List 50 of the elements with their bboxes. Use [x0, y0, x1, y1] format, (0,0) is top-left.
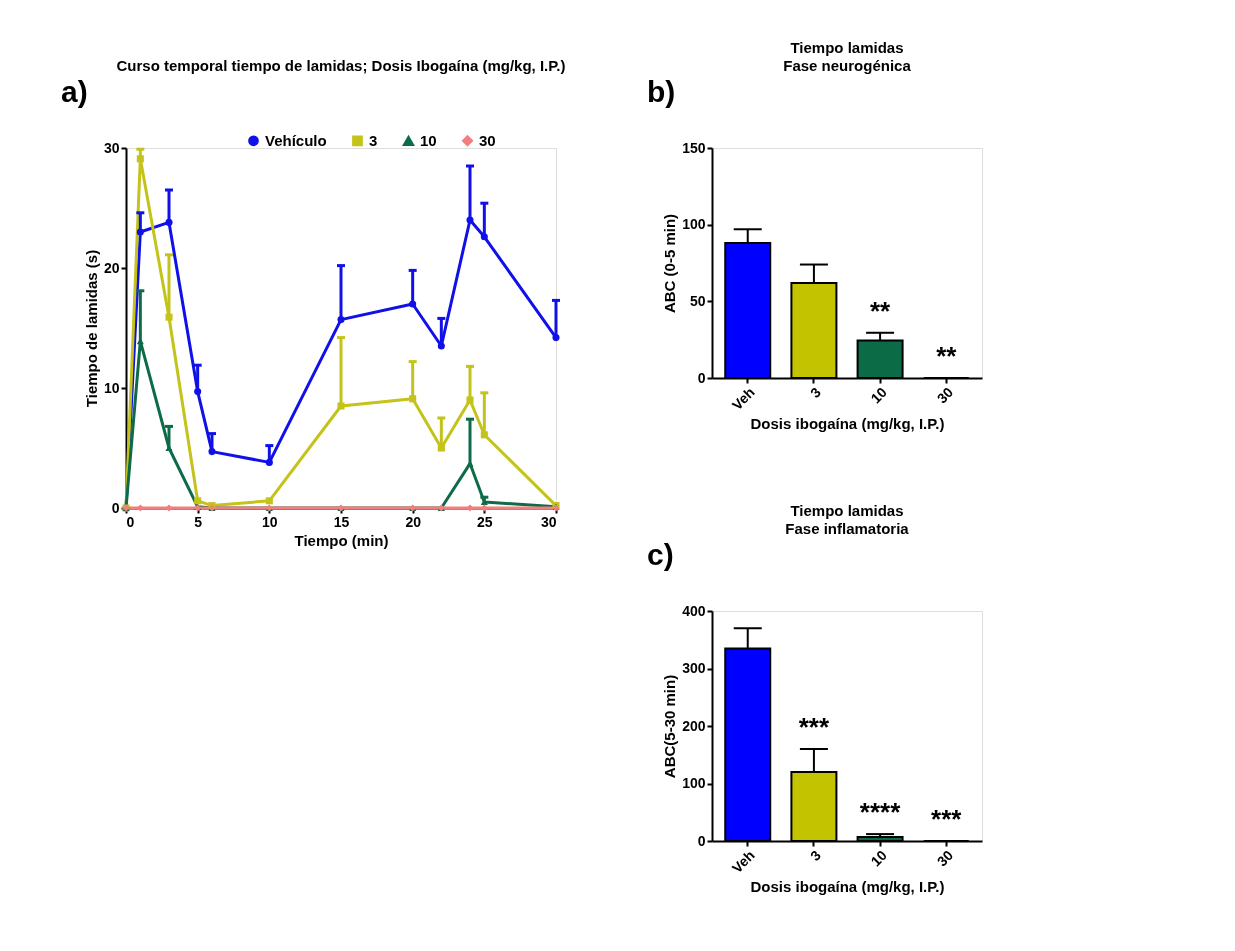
chart-title: Tiempo lamidas [790, 502, 904, 519]
x-axis-title: Dosis ibogaína (mg/kg, I.P.) [750, 878, 945, 896]
x-tick-label: 0 [126, 513, 135, 530]
x-tick-label: 15 [333, 513, 350, 530]
text: b) [647, 75, 676, 108]
text: c) [647, 538, 674, 571]
x-tick-label: 25 [477, 513, 493, 530]
legend-label: 3 [369, 131, 378, 149]
x-tick-label: 30 [933, 383, 957, 407]
y-tick-label: 300 [682, 660, 706, 676]
x-tick-label: 5 [194, 513, 203, 530]
y-tick-label: 100 [682, 216, 706, 233]
x-tick-label: 3 [806, 383, 824, 401]
text: a) [61, 75, 88, 108]
x-tick-label: 20 [405, 513, 422, 530]
y-tick-label: 100 [682, 775, 706, 791]
legend-label: Vehículo [265, 131, 327, 149]
chart-title: Curso temporal tiempo de lamidas; Dosis Ibogaína (mg/kg, I.P.) [116, 57, 566, 74]
annotation: ** [936, 341, 958, 371]
chart-subtitle: Fase neurogénica [783, 57, 912, 74]
y-axis-title: ABC (0-5 min) [661, 213, 679, 314]
annotation: ** [869, 295, 892, 326]
y-tick-label: 400 [682, 602, 706, 619]
y-tick-label: 0 [697, 369, 706, 386]
x-tick-label: 10 [867, 383, 891, 407]
x-tick-label: 3 [806, 846, 824, 864]
x-axis-title: Dosis ibogaína (mg/kg, I.P.) [750, 415, 945, 433]
annotation: **** [859, 797, 902, 828]
y-axis-title: ABC(5-30 min) [661, 674, 679, 779]
y-tick-label: 200 [682, 717, 706, 734]
y-tick-label: 0 [697, 832, 706, 849]
chart-title: Tiempo lamidas [790, 39, 904, 56]
x-tick-label: Veh [728, 384, 758, 414]
y-tick-label: 150 [682, 139, 706, 156]
x-tick-label: 10 [867, 846, 891, 870]
y-tick-label: 30 [103, 139, 120, 156]
legend-label: 10 [420, 132, 437, 150]
x-tick-label: 30 [933, 846, 957, 870]
x-tick-label: 10 [262, 513, 278, 530]
x-axis-title: Tiempo (min) [294, 531, 389, 549]
x-tick-label: Veh [728, 847, 758, 877]
annotation: *** [798, 712, 830, 742]
y-tick-label: 20 [103, 259, 120, 276]
x-tick-label: 30 [540, 513, 557, 530]
legend-label: 30 [479, 131, 496, 149]
y-tick-label: 50 [689, 292, 706, 309]
y-axis-title: Tiempo de lamidas (s) [82, 249, 100, 408]
annotation: *** [931, 804, 963, 834]
y-tick-label: 0 [111, 499, 120, 516]
chart-subtitle: Fase inflamatoria [785, 520, 910, 537]
